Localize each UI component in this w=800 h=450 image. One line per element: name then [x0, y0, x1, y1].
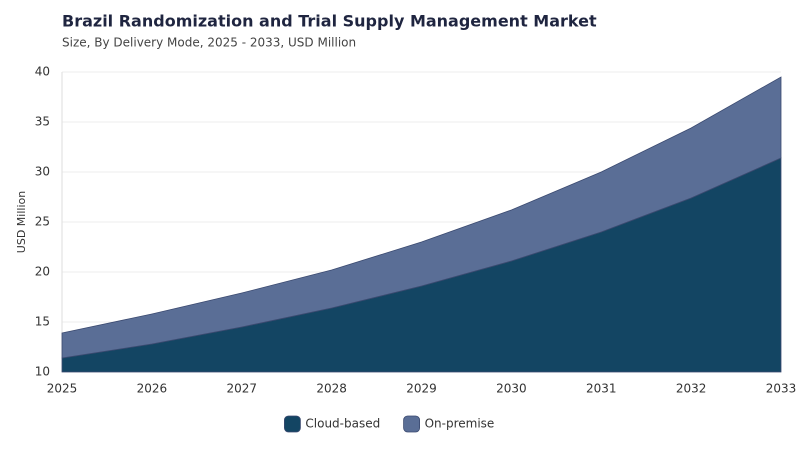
legend-label: Cloud-based — [305, 417, 380, 431]
y-tick-label: 40 — [35, 65, 50, 79]
y-tick-label: 20 — [35, 265, 50, 279]
y-tick-label: 10 — [35, 365, 50, 379]
x-tick-label: 2032 — [676, 382, 707, 396]
chart-title: Brazil Randomization and Trial Supply Ma… — [62, 12, 597, 31]
x-tick-label: 2029 — [406, 382, 437, 396]
chart-subtitle: Size, By Delivery Mode, 2025 - 2033, USD… — [62, 36, 356, 50]
x-tick-label: 2027 — [226, 382, 257, 396]
x-tick-label: 2030 — [496, 382, 527, 396]
legend-label: On-premise — [425, 417, 495, 431]
y-axis-label: USD Million — [15, 191, 28, 253]
x-tick-label: 2033 — [766, 382, 797, 396]
x-tick-label: 2028 — [316, 382, 347, 396]
legend-swatch — [283, 415, 301, 433]
y-tick-label: 30 — [35, 165, 50, 179]
y-tick-label: 35 — [35, 115, 50, 129]
x-tick-label: 2031 — [586, 382, 617, 396]
legend-swatch — [403, 415, 421, 433]
x-tick-label: 2025 — [47, 382, 78, 396]
x-tick-label: 2026 — [137, 382, 168, 396]
y-tick-label: 15 — [35, 315, 50, 329]
y-tick-label: 25 — [35, 215, 50, 229]
area — [61, 76, 782, 359]
